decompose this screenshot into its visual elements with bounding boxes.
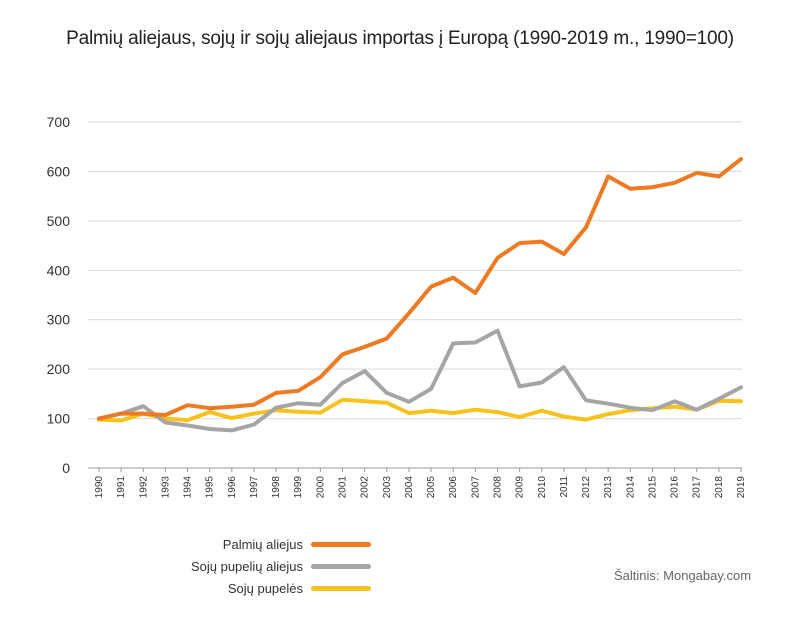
legend-label: Sojų pupelės xyxy=(227,580,303,596)
legend-swatch xyxy=(311,541,371,547)
x-tick-label: 2003 xyxy=(382,476,393,499)
series-line-1 xyxy=(97,328,743,433)
x-tick-label: 2004 xyxy=(404,476,415,499)
legend-item-palm-oil: Palmių aliejus xyxy=(90,533,371,555)
series-line-0 xyxy=(97,157,743,421)
x-tick-label: 2017 xyxy=(692,476,703,499)
x-tick-label: 1998 xyxy=(271,476,282,499)
x-tick-label: 2018 xyxy=(714,476,725,499)
y-tick-label: 200 xyxy=(47,361,71,377)
legend-swatch xyxy=(311,585,371,591)
x-tick-label: 1991 xyxy=(116,476,127,499)
grid-layer xyxy=(88,121,742,469)
x-tick-label: 2011 xyxy=(559,476,570,498)
x-tick-label: 2005 xyxy=(426,476,437,499)
x-axis: 1990 1991 1992 1993 1994 1995 1996 1997 1998 1999… xyxy=(94,468,747,498)
legend-label: Palmių aliejus xyxy=(222,536,303,552)
y-axis: 0 100 200 300 400 500 600 700 xyxy=(47,114,71,476)
x-tick-label: 1995 xyxy=(205,476,216,499)
y-tick-label: 600 xyxy=(47,163,71,179)
x-tick-label: 2008 xyxy=(492,476,503,499)
x-tick-label: 1999 xyxy=(293,476,304,499)
x-tick-label: 2012 xyxy=(581,476,592,499)
source-note: Šaltinis: Mongabay.com xyxy=(614,568,752,583)
x-tick-label: 2000 xyxy=(315,476,326,499)
y-tick-label: 0 xyxy=(62,460,70,476)
x-tick-label: 1994 xyxy=(183,476,194,499)
x-tick-label: 1993 xyxy=(160,476,171,499)
x-tick-label: 2001 xyxy=(338,476,349,499)
y-tick-label: 700 xyxy=(47,114,71,130)
x-tick-label: 1992 xyxy=(138,476,149,499)
x-tick-label: 2016 xyxy=(670,476,681,499)
x-tick-label: 1990 xyxy=(94,476,105,499)
legend-item-soybeans: Sojų pupelės xyxy=(90,577,371,599)
x-tick-label: 2010 xyxy=(537,476,548,499)
legend-label: Sojų pupelių aliejus xyxy=(190,558,303,574)
y-tick-label: 300 xyxy=(47,312,71,328)
x-tick-label: 2013 xyxy=(603,476,614,499)
x-tick-label: 2009 xyxy=(515,476,526,499)
y-tick-label: 400 xyxy=(47,262,71,278)
x-tick-label: 2006 xyxy=(448,476,459,499)
x-tick-label: 2002 xyxy=(360,476,371,499)
x-tick-label: 2007 xyxy=(470,476,481,499)
x-tick-label: 2014 xyxy=(625,476,636,499)
legend-item-soybean-oil: Sojų pupelių aliejus xyxy=(90,555,371,577)
x-tick-label: 1997 xyxy=(249,476,260,499)
x-tick-label: 2019 xyxy=(736,476,747,499)
series-layer xyxy=(97,157,743,433)
legend-swatch xyxy=(311,563,371,569)
y-tick-label: 500 xyxy=(47,213,71,229)
x-tick-label: 2015 xyxy=(647,476,658,499)
chart-title: Palmių aliejaus, sojų ir sojų aliejaus i… xyxy=(66,28,734,49)
y-tick-label: 100 xyxy=(47,411,71,427)
x-tick-label: 1996 xyxy=(227,476,238,499)
